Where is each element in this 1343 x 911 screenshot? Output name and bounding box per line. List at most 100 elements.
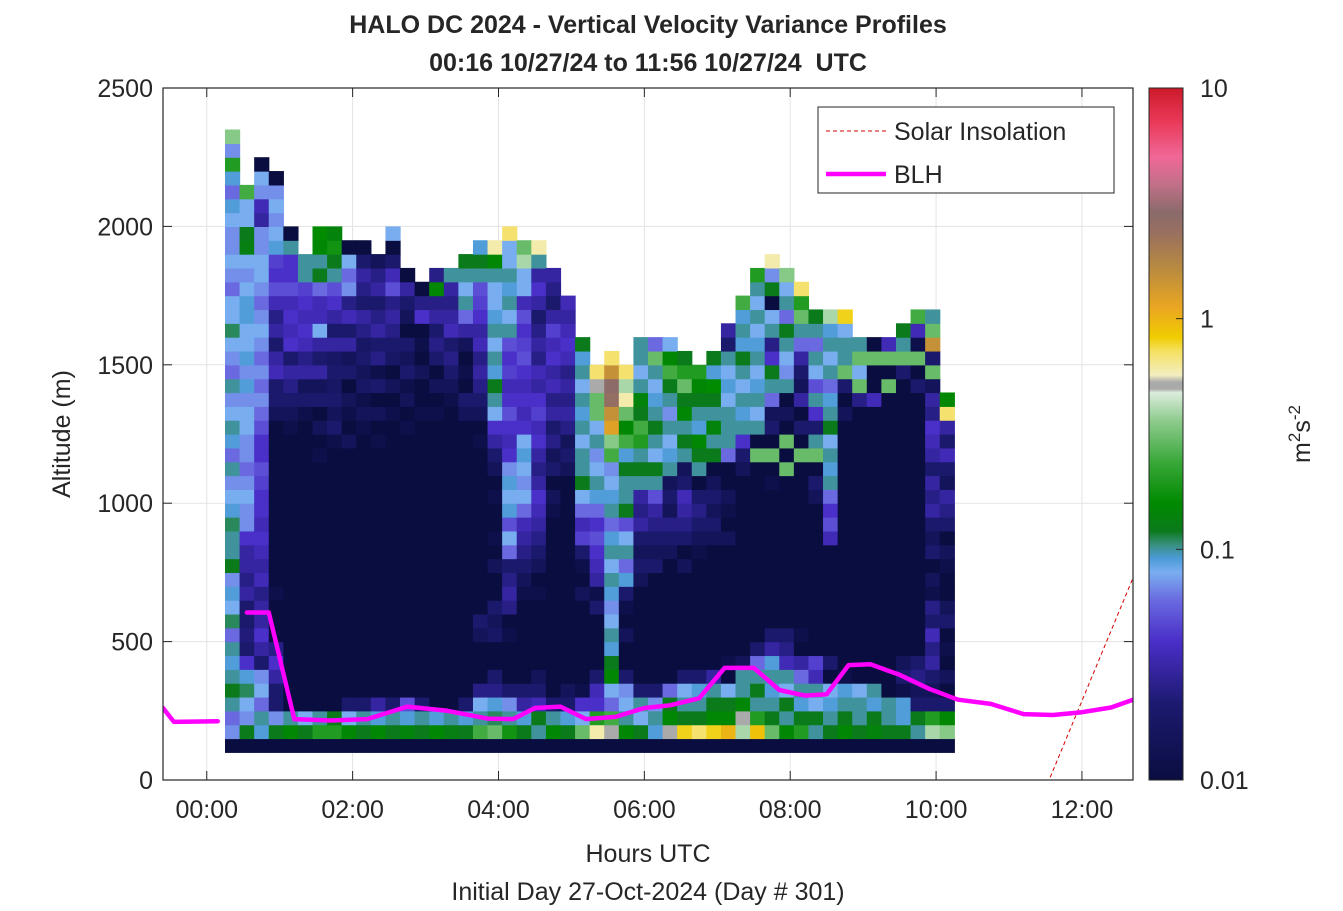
heatmap-cell xyxy=(764,350,780,366)
heatmap-cell xyxy=(545,586,562,601)
heatmap-cell xyxy=(779,281,795,297)
heatmap-cell xyxy=(633,738,649,753)
heatmap-cell xyxy=(327,696,343,712)
heatmap-cell xyxy=(327,613,343,629)
heatmap-cell xyxy=(939,406,955,421)
heatmap-cell xyxy=(254,503,270,518)
heatmap-cell xyxy=(312,641,328,657)
heatmap-cell xyxy=(662,350,678,366)
heatmap-cell xyxy=(297,600,314,615)
heatmap-cell xyxy=(939,558,955,573)
heatmap-cell xyxy=(224,724,241,740)
heatmap-cell xyxy=(327,323,343,338)
heatmap-cell xyxy=(779,309,795,324)
heatmap-cell xyxy=(793,281,810,297)
heatmap-cell xyxy=(429,378,445,394)
heatmap-cell xyxy=(618,724,635,740)
heatmap-cell xyxy=(793,641,810,657)
heatmap-cell xyxy=(268,489,284,504)
heatmap-cell xyxy=(312,586,328,601)
heatmap-cell xyxy=(895,724,912,740)
heatmap-cell xyxy=(808,558,824,573)
heatmap-cell xyxy=(808,434,824,449)
heatmap-cell xyxy=(429,295,445,311)
heatmap-cell xyxy=(472,655,489,670)
heatmap-cell xyxy=(750,392,766,407)
heatmap-cell xyxy=(429,447,445,463)
heatmap-cell xyxy=(764,295,780,311)
heatmap-cell xyxy=(662,489,678,504)
heatmap-cell xyxy=(385,517,401,532)
heatmap-cell xyxy=(385,613,401,629)
heatmap-cell xyxy=(750,613,766,629)
heatmap-cell xyxy=(735,337,751,352)
heatmap-cell xyxy=(502,517,518,532)
heatmap-cell xyxy=(414,420,430,435)
heatmap-cell xyxy=(575,558,591,573)
heatmap-cell xyxy=(356,683,372,698)
heatmap-cell xyxy=(429,600,445,615)
heatmap-cell xyxy=(297,558,314,573)
heatmap-cell xyxy=(356,392,372,407)
heatmap-cell xyxy=(502,738,518,753)
heatmap-cell xyxy=(224,558,241,573)
heatmap-cell xyxy=(604,503,620,518)
heatmap-cell xyxy=(297,669,314,684)
heatmap-cell xyxy=(268,738,284,753)
heatmap-cell xyxy=(925,544,941,560)
heatmap-cell xyxy=(837,517,853,532)
heatmap-cell xyxy=(516,683,532,698)
heatmap-cell xyxy=(618,586,635,601)
heatmap-cell xyxy=(385,738,401,753)
heatmap-cell xyxy=(895,710,912,726)
heatmap-cell xyxy=(224,184,241,200)
heatmap-cell xyxy=(254,613,270,629)
heatmap-cell xyxy=(575,489,591,504)
heatmap-cell xyxy=(910,378,926,394)
heatmap-cell xyxy=(735,503,751,518)
heatmap-cell xyxy=(750,406,766,421)
heatmap-cell xyxy=(472,683,489,698)
heatmap-cell xyxy=(808,696,824,712)
heatmap-cell xyxy=(429,350,445,366)
heatmap-cell xyxy=(268,267,284,283)
heatmap-cell xyxy=(837,572,853,587)
heatmap-cell xyxy=(239,392,255,407)
heatmap-cell xyxy=(589,655,605,670)
heatmap-cell xyxy=(312,406,328,421)
heatmap-cell xyxy=(808,420,824,435)
heatmap-cell xyxy=(239,461,255,477)
heatmap-cell xyxy=(750,434,766,449)
heatmap-cell xyxy=(925,309,941,324)
heatmap-cell xyxy=(502,572,518,587)
heatmap-cell xyxy=(516,613,532,629)
heatmap-cell xyxy=(429,461,445,477)
heatmap-cell xyxy=(735,724,751,740)
heatmap-cell xyxy=(414,530,430,546)
heatmap-cell xyxy=(370,461,387,477)
heatmap-cell xyxy=(881,364,897,380)
heatmap-cell xyxy=(312,281,328,297)
heatmap-cell xyxy=(808,641,824,657)
heatmap-cell xyxy=(677,710,693,726)
heatmap-cell xyxy=(633,683,649,698)
heatmap-cell xyxy=(472,337,489,352)
heatmap-cell xyxy=(662,392,678,407)
heatmap-cell xyxy=(224,295,241,311)
heatmap-cell xyxy=(487,364,503,380)
heatmap-cell xyxy=(925,558,941,573)
heatmap-cell xyxy=(706,461,722,477)
heatmap-cell xyxy=(720,724,737,740)
heatmap-cell xyxy=(910,613,926,629)
heatmap-cell xyxy=(414,309,430,324)
heatmap-cell xyxy=(604,544,620,560)
heatmap-cell xyxy=(224,129,241,144)
heatmap-cell xyxy=(239,447,255,463)
heatmap-cell xyxy=(487,655,503,670)
heatmap-cell xyxy=(487,350,503,366)
heatmap-cell xyxy=(837,406,853,421)
heatmap-cell xyxy=(823,420,839,435)
heatmap-cell xyxy=(327,558,343,573)
heatmap-cell xyxy=(414,295,430,311)
heatmap-cell xyxy=(341,738,357,753)
